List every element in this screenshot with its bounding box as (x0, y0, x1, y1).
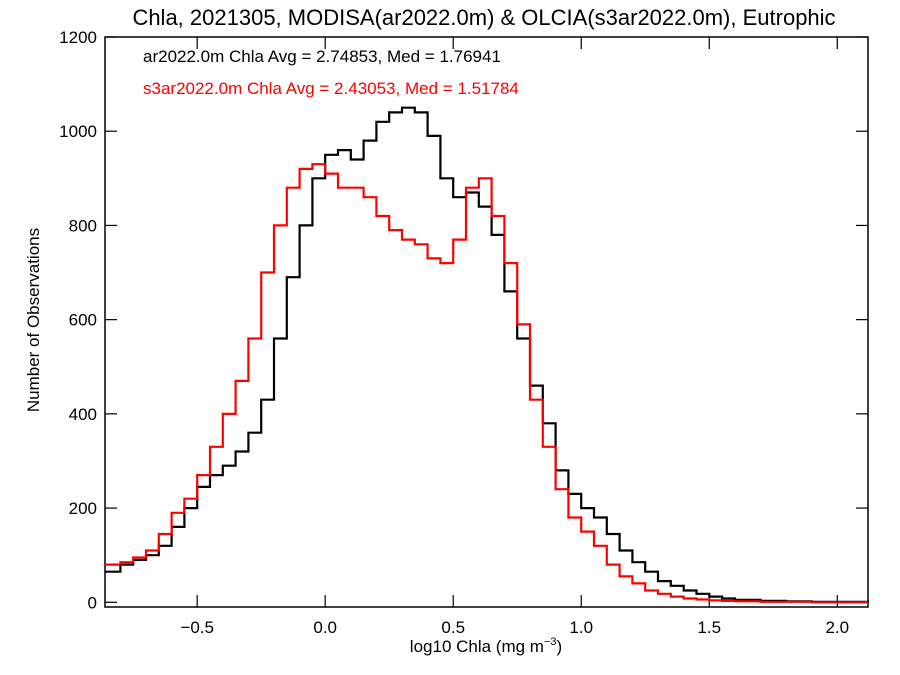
y-tick-label: 400 (69, 405, 97, 424)
y-axis-label: Number of Observations (24, 228, 43, 412)
x-tick-label: 0.5 (441, 618, 465, 637)
x-tick-label: 1.5 (697, 618, 721, 637)
chart-title: Chla, 2021305, MODISA(ar2022.0m) & OLCIA… (132, 5, 835, 30)
y-tick-label: 800 (69, 216, 97, 235)
x-tick-label: 2.0 (825, 618, 849, 637)
x-tick-label: −0.5 (180, 618, 214, 637)
x-axis-ticks: −0.5 0.0 0.5 1.0 1.5 2.0 (180, 37, 849, 637)
y-tick-label: 1000 (59, 122, 97, 141)
histogram-series-red (105, 163, 868, 604)
x-tick-label: 1.0 (569, 618, 593, 637)
histogram-series-black (105, 106, 870, 603)
y-tick-label: 200 (69, 499, 97, 518)
y-tick-label: 600 (69, 311, 97, 330)
x-axis-label-close: ) (557, 637, 563, 656)
plot-frame (104, 36, 869, 608)
x-axis-label-exponent: −3 (544, 636, 557, 648)
legend-entry-red-series: s3ar2022.0m Chla Avg = 2.43053, Med = 1.… (143, 79, 519, 98)
x-tick-label: 0.0 (313, 618, 337, 637)
x-axis-label: log10 Chla (mg m−3) (410, 636, 562, 656)
series-layer (105, 106, 870, 604)
y-tick-label: 0 (88, 593, 97, 612)
y-tick-label: 1200 (59, 28, 97, 47)
legend-entry-black-series: ar2022.0m Chla Avg = 2.74853, Med = 1.76… (143, 47, 501, 66)
y-axis-ticks: 0 200 400 600 800 1000 1200 (59, 28, 868, 612)
x-axis-label-main: log10 Chla (mg m (410, 637, 544, 656)
